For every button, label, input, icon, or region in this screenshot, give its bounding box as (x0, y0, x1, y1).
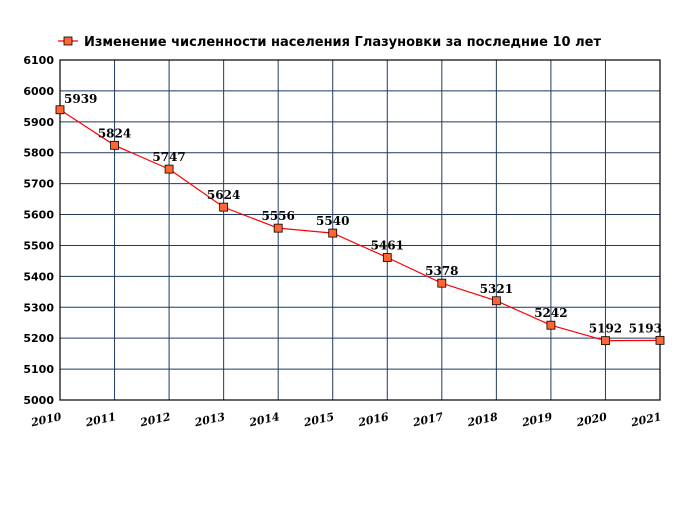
data-label: 5556 (261, 209, 294, 223)
data-point (273, 223, 283, 233)
legend: Изменение численности населения Глазунов… (58, 35, 601, 50)
x-tick-label: 2020 (574, 410, 608, 429)
x-tick-label: 2015 (302, 410, 336, 429)
y-tick-label: 6100 (23, 54, 54, 67)
data-point (328, 228, 338, 238)
data-label: 5824 (98, 126, 131, 140)
x-tick-label: 2012 (138, 410, 172, 429)
data-point (491, 296, 501, 306)
y-tick-label: 6000 (23, 85, 54, 98)
data-point (110, 140, 119, 150)
data-label: 5192 (589, 322, 622, 336)
data-label: 5624 (207, 188, 240, 202)
y-tick-label: 5800 (23, 147, 54, 160)
legend-marker-swatch (63, 36, 73, 46)
y-tick-label: 5100 (23, 363, 54, 376)
plot-frame (59, 59, 661, 401)
x-tick-label: 2016 (356, 410, 390, 429)
data-label: 5540 (316, 214, 349, 228)
data-point (437, 278, 447, 288)
x-tick-label: 2014 (247, 410, 281, 429)
legend-entry: Изменение численности населения Глазунов… (84, 35, 601, 50)
data-point (164, 164, 174, 174)
data-label: 5939 (64, 92, 97, 106)
data-label: 5242 (534, 306, 567, 320)
y-tick-label: 5600 (23, 209, 54, 222)
y-tick-label: 5200 (23, 332, 54, 345)
data-label: 5747 (152, 150, 185, 164)
data-label: 5378 (425, 264, 458, 278)
x-tick-label: 2018 (465, 410, 499, 429)
x-tick-label: 2013 (193, 410, 227, 429)
data-point (655, 335, 665, 345)
y-tick-label: 5500 (23, 239, 54, 252)
data-label: 5321 (480, 282, 513, 296)
x-tick-label: 2017 (411, 410, 445, 429)
x-tick-label: 2019 (520, 410, 554, 429)
y-tick-label: 5000 (23, 394, 54, 407)
y-tick-label: 5900 (23, 116, 54, 129)
data-point (601, 336, 610, 346)
x-tick-label: 2011 (84, 410, 118, 429)
data-label: 5193 (629, 321, 662, 335)
data-point (546, 320, 556, 330)
data-point (382, 253, 392, 262)
x-tick-label: 2021 (629, 410, 663, 429)
y-tick-label: 5300 (23, 301, 54, 314)
data-point (219, 202, 229, 212)
y-tick-label: 5400 (23, 270, 54, 283)
series-line (59, 109, 661, 342)
data-point (55, 105, 65, 115)
y-tick-label: 5700 (23, 178, 54, 191)
x-tick-label: 2010 (29, 410, 63, 429)
data-label: 5461 (371, 239, 404, 253)
